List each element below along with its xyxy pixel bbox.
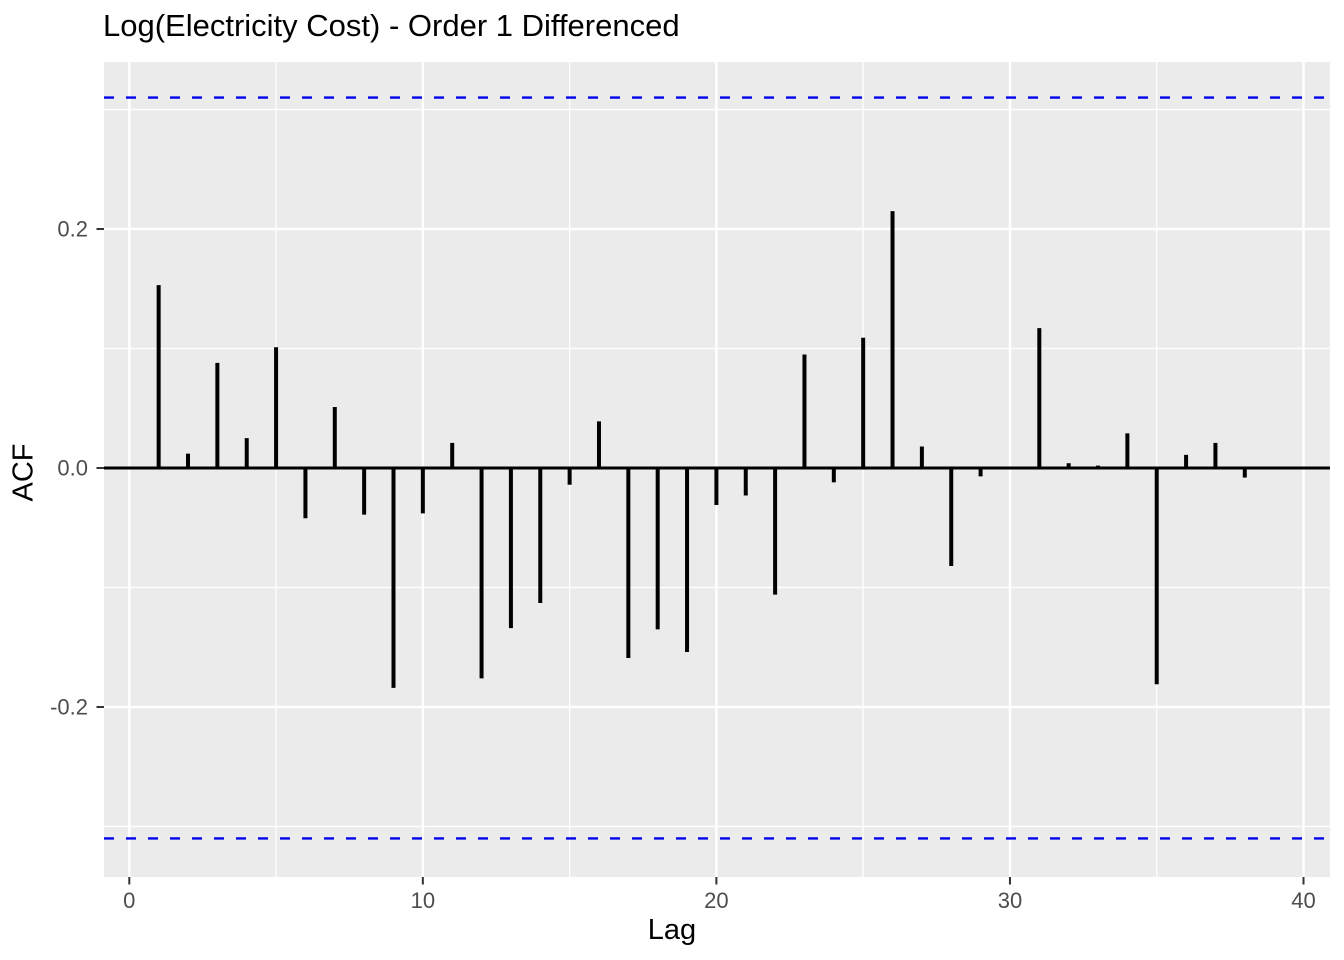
- x-tick-label: 0: [123, 888, 135, 913]
- y-tick-label: 0.2: [57, 217, 88, 242]
- x-tick-label: 40: [1291, 888, 1315, 913]
- y-axis-title: ACF: [7, 443, 40, 502]
- x-tick-label: 20: [704, 888, 728, 913]
- x-tick-label: 30: [998, 888, 1022, 913]
- y-tick-label: -0.2: [50, 695, 88, 720]
- x-axis-title: Lag: [647, 914, 697, 946]
- y-tick-label: 0.0: [57, 456, 88, 481]
- plot-title: Log(Electricity Cost) - Order 1 Differen…: [103, 8, 680, 43]
- x-tick-label: 10: [411, 888, 435, 913]
